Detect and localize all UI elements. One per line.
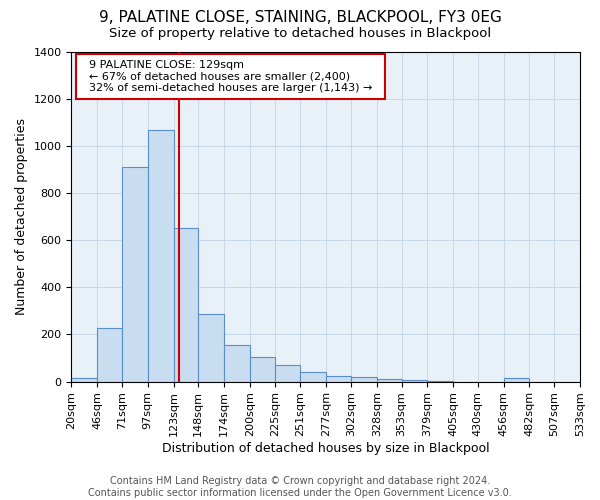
Bar bbox=[351, 377, 377, 382]
Bar bbox=[148, 130, 173, 382]
Bar bbox=[224, 344, 250, 382]
Bar bbox=[250, 357, 275, 382]
Bar bbox=[301, 372, 326, 382]
Bar bbox=[401, 380, 427, 382]
Bar bbox=[71, 378, 97, 382]
Text: 9 PALATINE CLOSE: 129sqm  
  ← 67% of detached houses are smaller (2,400)  
  32: 9 PALATINE CLOSE: 129sqm ← 67% of detach… bbox=[82, 60, 379, 93]
Bar bbox=[503, 378, 529, 382]
Bar bbox=[97, 328, 122, 382]
Bar bbox=[275, 365, 301, 382]
Text: 9, PALATINE CLOSE, STAINING, BLACKPOOL, FY3 0EG: 9, PALATINE CLOSE, STAINING, BLACKPOOL, … bbox=[98, 10, 502, 25]
Bar bbox=[199, 314, 224, 382]
Bar bbox=[122, 167, 148, 382]
Text: Size of property relative to detached houses in Blackpool: Size of property relative to detached ho… bbox=[109, 28, 491, 40]
Bar bbox=[427, 381, 453, 382]
Bar bbox=[173, 228, 199, 382]
Bar bbox=[326, 376, 351, 382]
Bar bbox=[377, 379, 401, 382]
Text: Contains HM Land Registry data © Crown copyright and database right 2024.
Contai: Contains HM Land Registry data © Crown c… bbox=[88, 476, 512, 498]
X-axis label: Distribution of detached houses by size in Blackpool: Distribution of detached houses by size … bbox=[162, 442, 490, 455]
Y-axis label: Number of detached properties: Number of detached properties bbox=[15, 118, 28, 315]
